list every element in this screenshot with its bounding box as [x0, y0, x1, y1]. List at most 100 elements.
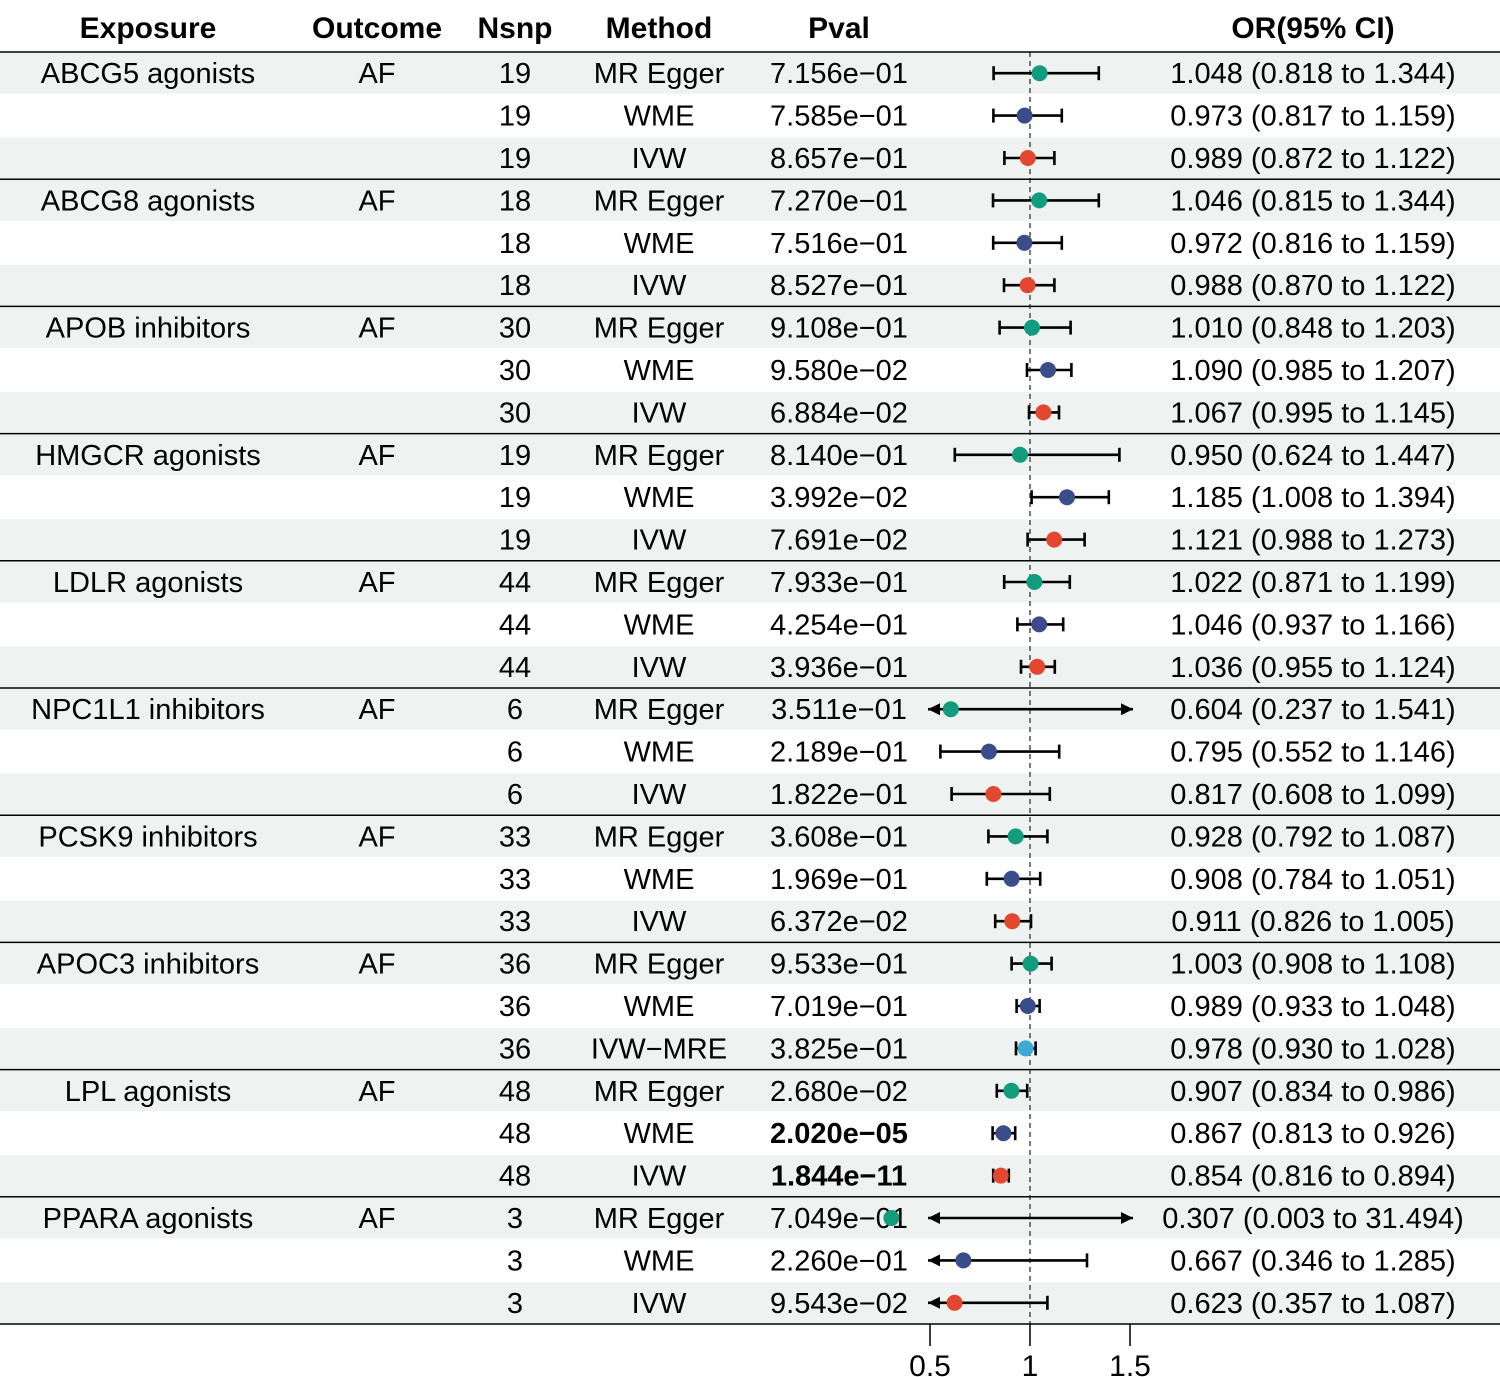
or-point: [1059, 489, 1075, 506]
nsnp-cell: 48: [499, 1161, 531, 1193]
method-cell: IVW: [632, 652, 687, 684]
header-pval: Pval: [808, 12, 870, 45]
method-cell: IVW: [632, 1288, 687, 1320]
or-point: [1016, 234, 1033, 251]
method-cell: MR Egger: [594, 1203, 725, 1235]
nsnp-cell: 33: [499, 864, 531, 896]
table-row: APOC3 inhibitors AF 36 MR Egger 9.533e−01 1.0…: [37, 949, 1456, 981]
nsnp-cell: 30: [499, 355, 531, 387]
exposure-cell: LPL agonists: [65, 1076, 232, 1108]
row-band: [0, 52, 1500, 94]
or-point: [1040, 362, 1056, 378]
pval-cell: 2.680e−02: [770, 1076, 908, 1108]
or-point: [1031, 65, 1048, 82]
method-cell: IVW: [632, 1161, 687, 1193]
nsnp-cell: 18: [499, 185, 531, 217]
nsnp-cell: 36: [499, 1033, 531, 1065]
row-band: [0, 688, 1500, 730]
exposure-cell: NPC1L1 inhibitors: [31, 694, 265, 726]
x-tick-label: 1: [1022, 1350, 1039, 1377]
nsnp-cell: 18: [499, 228, 531, 260]
or-ci-cell: 0.950 (0.624 to 1.447): [1170, 440, 1455, 472]
or-point: [1046, 531, 1063, 548]
row-band: [0, 1070, 1500, 1112]
nsnp-cell: 19: [499, 440, 531, 472]
or-ci-cell: 0.307 (0.003 to 31.494): [1162, 1203, 1464, 1235]
exposure-cell: PCSK9 inhibitors: [38, 821, 257, 853]
ci-arrow-right: [1121, 703, 1133, 716]
or-ci-cell: 1.048 (0.818 to 1.344): [1170, 58, 1455, 90]
table-row: NPC1L1 inhibitors AF 6 MR Egger 3.511e−01 0.6…: [31, 694, 1456, 726]
or-ci-cell: 1.090 (0.985 to 1.207): [1170, 355, 1455, 387]
table-row: 6 WME 2.189e−01 0.795 (0.552 to 1.146): [507, 737, 1456, 769]
or-ci-cell: 1.046 (0.815 to 1.344): [1170, 185, 1455, 217]
nsnp-cell: 19: [499, 482, 531, 514]
or-point: [1017, 1040, 1034, 1057]
nsnp-cell: 3: [507, 1288, 523, 1320]
ci-arrow-left: [928, 1254, 940, 1267]
outcome-cell: AF: [358, 949, 395, 981]
nsnp-cell: 6: [507, 694, 523, 726]
nsnp-cell: 19: [499, 143, 531, 175]
or-ci-cell: 0.667 (0.346 to 1.285): [1170, 1245, 1455, 1277]
outcome-cell: AF: [358, 185, 395, 217]
pval-cell: 9.580e−02: [770, 355, 908, 387]
table-row: APOB inhibitors AF 30 MR Egger 9.108e−01 1.01…: [46, 313, 1456, 345]
or-ci-cell: 1.003 (0.908 to 1.108): [1170, 949, 1455, 981]
table-row: 44 IVW 3.936e−01 1.036 (0.955 to 1.124): [499, 652, 1456, 684]
x-tick-label: 1.5: [1109, 1350, 1151, 1377]
nsnp-cell: 44: [499, 652, 531, 684]
table-row: LPL agonists AF 48 MR Egger 2.680e−02 0.907 (…: [65, 1076, 1456, 1108]
method-cell: WME: [624, 101, 695, 133]
row-band: [0, 434, 1500, 476]
method-cell: MR Egger: [594, 313, 725, 345]
table-row: 19 IVW 8.657e−01 0.989 (0.872 to 1.122): [499, 143, 1456, 175]
nsnp-cell: 33: [499, 821, 531, 853]
pval-cell: 8.657e−01: [770, 143, 908, 175]
method-cell: WME: [624, 1245, 695, 1277]
outcome-cell: AF: [358, 694, 395, 726]
nsnp-cell: 30: [499, 397, 531, 429]
pval-cell: 9.108e−01: [770, 313, 908, 345]
exposure-cell: ABCG5 agonists: [41, 58, 255, 90]
table-row: ABCG5 agonists AF 19 MR Egger 7.156e−01 1.048…: [41, 58, 1456, 90]
ci-arrow-left: [928, 1212, 940, 1224]
table-row: ABCG8 agonists AF 18 MR Egger 7.270e−01 1.046…: [41, 185, 1456, 217]
row-band: [0, 264, 1500, 306]
or-ci-cell: 0.989 (0.933 to 1.048): [1170, 991, 1455, 1023]
pval-cell: 1.822e−01: [770, 779, 908, 811]
or-point: [1019, 150, 1036, 166]
nsnp-cell: 3: [507, 1245, 523, 1277]
table-header: Exposure Outcome Nsnp Method Pval OR(95%…: [80, 12, 1395, 45]
or-point: [1016, 107, 1033, 124]
or-point: [955, 1252, 972, 1269]
row-band: [0, 180, 1500, 221]
or-ci-cell: 0.973 (0.817 to 1.159): [1170, 101, 1455, 133]
outcome-cell: AF: [358, 313, 395, 345]
row-band: [0, 519, 1500, 560]
nsnp-cell: 3: [507, 1203, 523, 1235]
table-row: 30 WME 9.580e−02 1.090 (0.985 to 1.207): [499, 355, 1456, 387]
row-bands: [0, 52, 1500, 1324]
method-cell: IVW: [632, 143, 687, 175]
or-ci-cell: 1.185 (1.008 to 1.394): [1170, 482, 1455, 514]
or-ci-cell: 0.908 (0.784 to 1.051): [1170, 864, 1455, 896]
method-cell: MR Egger: [594, 58, 725, 90]
method-cell: MR Egger: [594, 949, 725, 981]
pval-cell: 4.254e−01: [770, 609, 908, 641]
or-point: [1003, 1082, 1020, 1099]
or-point: [1024, 319, 1040, 336]
table-row: 3 WME 2.260e−01 0.667 (0.346 to 1.285): [507, 1245, 1456, 1277]
exposure-cell: LDLR agonists: [53, 567, 243, 599]
row-band: [0, 943, 1500, 984]
or-point: [883, 1210, 900, 1226]
pval-cell: 7.516e−01: [770, 228, 908, 260]
table-row: 18 IVW 8.527e−01 0.988 (0.870 to 1.122): [499, 270, 1456, 302]
or-ci-cell: 0.989 (0.872 to 1.122): [1170, 143, 1455, 175]
nsnp-cell: 19: [499, 101, 531, 133]
table-row: 48 WME 2.020e−05 0.867 (0.813 to 0.926): [499, 1118, 1456, 1150]
or-point: [1031, 192, 1048, 209]
table-row: LDLR agonists AF 44 MR Egger 7.933e−01 1.022 …: [53, 567, 1456, 599]
method-cell: IVW: [632, 906, 687, 938]
exposure-cell: APOB inhibitors: [46, 313, 251, 345]
